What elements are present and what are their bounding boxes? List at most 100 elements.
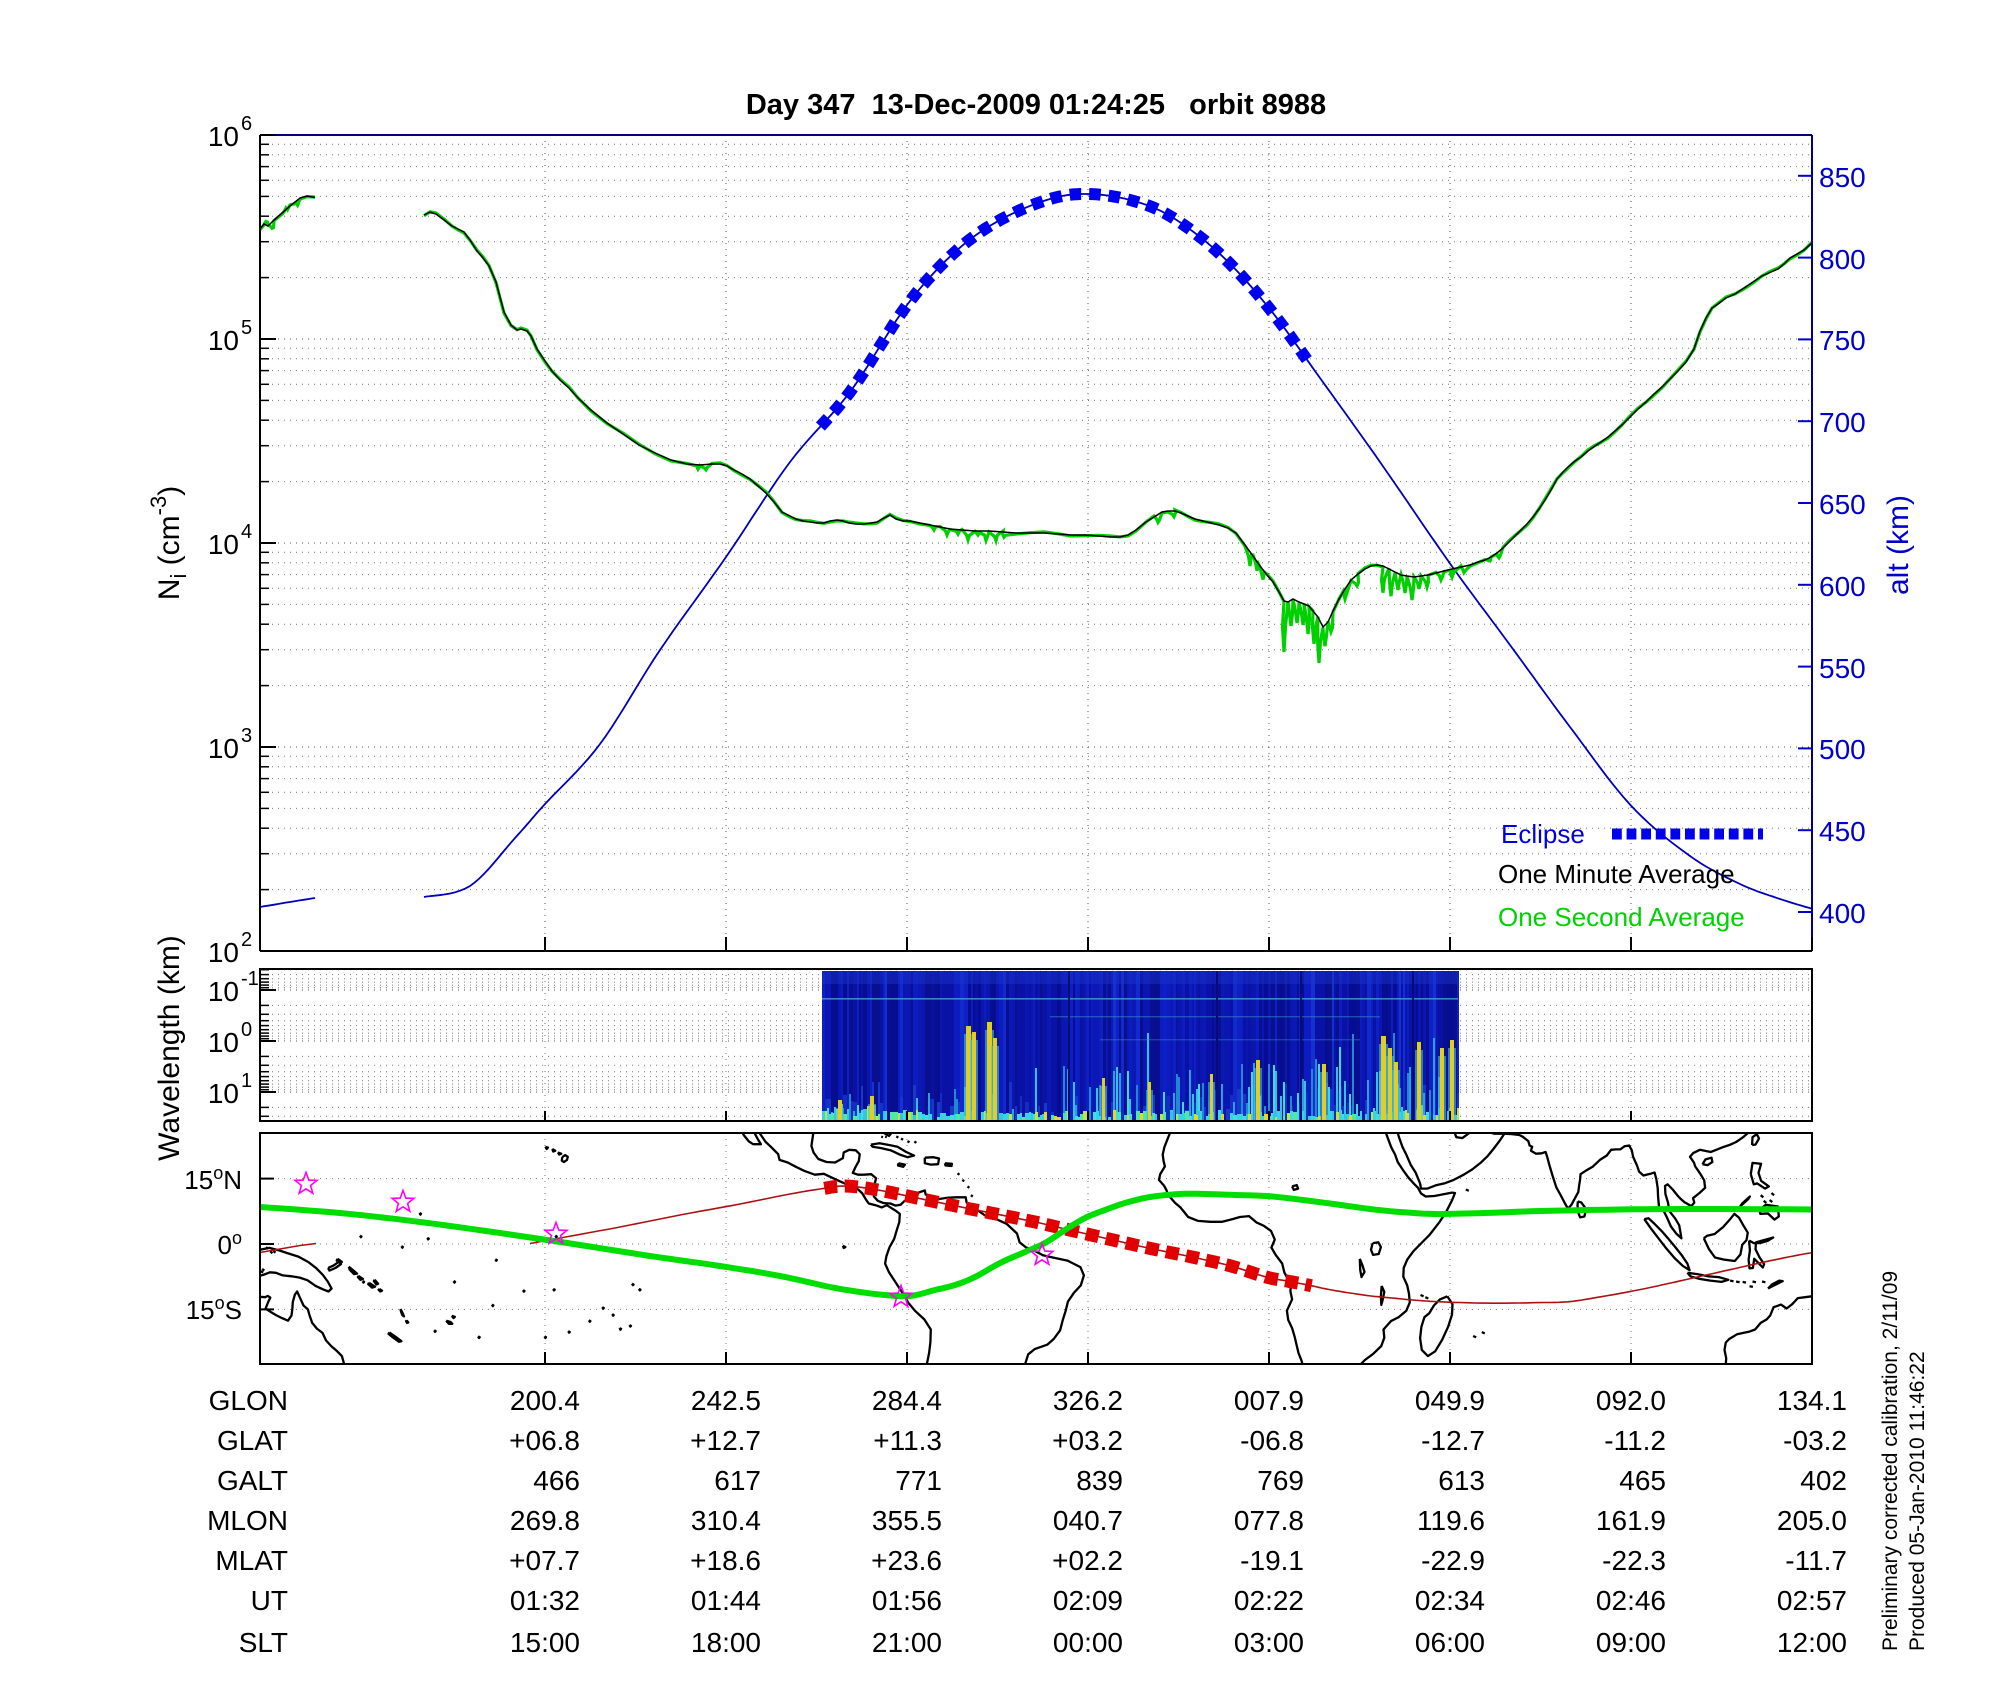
svg-text:UT: UT — [251, 1585, 288, 1616]
svg-text:1: 1 — [241, 1070, 252, 1092]
svg-text:+11.3: +11.3 — [873, 1425, 942, 1456]
svg-text:Eclipse: Eclipse — [1501, 819, 1585, 849]
svg-text:02:57: 02:57 — [1777, 1585, 1847, 1616]
svg-text:10: 10 — [208, 1027, 239, 1058]
svg-text:SLT: SLT — [239, 1627, 288, 1658]
svg-text:750: 750 — [1819, 325, 1866, 356]
svg-text:alt (km): alt (km) — [1882, 495, 1915, 595]
svg-text:One Minute Average: One Minute Average — [1498, 859, 1735, 889]
svg-text:077.8: 077.8 — [1234, 1505, 1304, 1536]
svg-text:284.4: 284.4 — [872, 1385, 942, 1416]
svg-text:355.5: 355.5 — [872, 1505, 942, 1536]
svg-text:134.1: 134.1 — [1777, 1385, 1847, 1416]
svg-text:800: 800 — [1819, 244, 1866, 275]
svg-text:310.4: 310.4 — [691, 1505, 761, 1536]
svg-text:466: 466 — [533, 1465, 580, 1496]
svg-text:10: 10 — [208, 733, 239, 764]
svg-text:450: 450 — [1819, 816, 1866, 847]
svg-text:119.6: 119.6 — [1417, 1505, 1485, 1536]
svg-text:0: 0 — [241, 1019, 252, 1041]
svg-text:-11.2: -11.2 — [1604, 1425, 1666, 1456]
svg-text:+06.8: +06.8 — [509, 1425, 580, 1456]
svg-text:092.0: 092.0 — [1596, 1385, 1666, 1416]
svg-text:One Second Average: One Second Average — [1498, 902, 1745, 932]
svg-text:21:00: 21:00 — [872, 1627, 942, 1658]
svg-text:02:09: 02:09 — [1053, 1585, 1123, 1616]
svg-text:269.8: 269.8 — [510, 1505, 580, 1536]
svg-text:600: 600 — [1819, 571, 1866, 602]
svg-text:5: 5 — [241, 317, 252, 339]
svg-text:049.9: 049.9 — [1415, 1385, 1485, 1416]
svg-text:+18.6: +18.6 — [690, 1545, 761, 1576]
svg-text:-19.1: -19.1 — [1240, 1545, 1304, 1576]
svg-text:500: 500 — [1819, 734, 1866, 765]
svg-text:15:00: 15:00 — [510, 1627, 580, 1658]
svg-text:10: 10 — [208, 325, 239, 356]
svg-text:+12.7: +12.7 — [690, 1425, 761, 1456]
svg-text:550: 550 — [1819, 653, 1866, 684]
svg-text:+23.6: +23.6 — [871, 1545, 942, 1576]
svg-text:03:00: 03:00 — [1234, 1627, 1304, 1658]
svg-text:326.2: 326.2 — [1053, 1385, 1123, 1416]
svg-text:200.4: 200.4 — [510, 1385, 580, 1416]
svg-text:242.5: 242.5 — [691, 1385, 761, 1416]
svg-text:15oN: 15oN — [184, 1163, 242, 1195]
svg-text:MLON: MLON — [207, 1505, 288, 1536]
svg-text:771: 771 — [895, 1465, 942, 1496]
svg-text:15oS: 15oS — [186, 1293, 242, 1325]
svg-text:Wavelength (km): Wavelength (km) — [153, 935, 186, 1161]
svg-text:06:00: 06:00 — [1415, 1627, 1485, 1658]
svg-text:Produced 05-Jan-2010 11:46:22: Produced 05-Jan-2010 11:46:22 — [1906, 1351, 1929, 1651]
svg-text:700: 700 — [1819, 407, 1866, 438]
svg-text:10: 10 — [208, 976, 239, 1007]
svg-text:-06.8: -06.8 — [1240, 1425, 1304, 1456]
svg-text:465: 465 — [1619, 1465, 1666, 1496]
svg-text:Day 347 13-Dec-2009 01:24:25: Day 347 13-Dec-2009 01:24:25 orbit 8988 — [746, 89, 1326, 121]
svg-text:GLAT: GLAT — [217, 1425, 288, 1456]
svg-text:2: 2 — [241, 929, 252, 951]
svg-text:-22.9: -22.9 — [1421, 1545, 1485, 1576]
svg-text:02:22: 02:22 — [1234, 1585, 1304, 1616]
svg-text:6: 6 — [241, 113, 252, 135]
svg-text:02:46: 02:46 — [1596, 1585, 1666, 1616]
svg-text:+07.7: +07.7 — [509, 1545, 580, 1576]
svg-text:18:00: 18:00 — [691, 1627, 761, 1658]
svg-text:10: 10 — [208, 1078, 239, 1109]
svg-text:MLAT: MLAT — [215, 1545, 288, 1576]
svg-text:839: 839 — [1076, 1465, 1123, 1496]
svg-text:040.7: 040.7 — [1053, 1505, 1123, 1536]
svg-text:3: 3 — [241, 725, 252, 747]
svg-text:007.9: 007.9 — [1234, 1385, 1304, 1416]
svg-text:10: 10 — [208, 529, 239, 560]
svg-text:12:00: 12:00 — [1777, 1627, 1847, 1658]
svg-text:617: 617 — [714, 1465, 761, 1496]
svg-text:GLON: GLON — [209, 1385, 288, 1416]
svg-text:Preliminary corrected calibrat: Preliminary corrected calibration, 2/11/… — [1879, 1271, 1902, 1651]
svg-text:161.9: 161.9 — [1596, 1505, 1666, 1536]
svg-text:650: 650 — [1819, 489, 1866, 520]
svg-text:-1: -1 — [241, 968, 259, 990]
svg-text:01:56: 01:56 — [872, 1585, 942, 1616]
svg-text:-12.7: -12.7 — [1421, 1425, 1485, 1456]
svg-text:769: 769 — [1257, 1465, 1304, 1496]
svg-text:-03.2: -03.2 — [1783, 1425, 1847, 1456]
svg-text:10: 10 — [208, 121, 239, 152]
svg-text:GALT: GALT — [217, 1465, 288, 1496]
svg-text:400: 400 — [1819, 898, 1866, 929]
svg-text:01:44: 01:44 — [691, 1585, 761, 1616]
svg-text:4: 4 — [241, 521, 252, 543]
svg-text:-22.3: -22.3 — [1602, 1545, 1666, 1576]
svg-text:613: 613 — [1438, 1465, 1485, 1496]
svg-text:402: 402 — [1800, 1465, 1847, 1496]
svg-text:+03.2: +03.2 — [1052, 1425, 1123, 1456]
svg-text:10: 10 — [208, 937, 239, 968]
svg-text:01:32: 01:32 — [510, 1585, 580, 1616]
svg-text:205.0: 205.0 — [1777, 1505, 1847, 1536]
svg-text:850: 850 — [1819, 162, 1866, 193]
svg-text:09:00: 09:00 — [1596, 1627, 1666, 1658]
svg-text:00:00: 00:00 — [1053, 1627, 1123, 1658]
svg-text:-11.7: -11.7 — [1785, 1545, 1847, 1576]
svg-text:+02.2: +02.2 — [1052, 1545, 1123, 1576]
svg-text:02:34: 02:34 — [1415, 1585, 1485, 1616]
svg-text:Ni (cm-3): Ni (cm-3) — [146, 486, 191, 600]
